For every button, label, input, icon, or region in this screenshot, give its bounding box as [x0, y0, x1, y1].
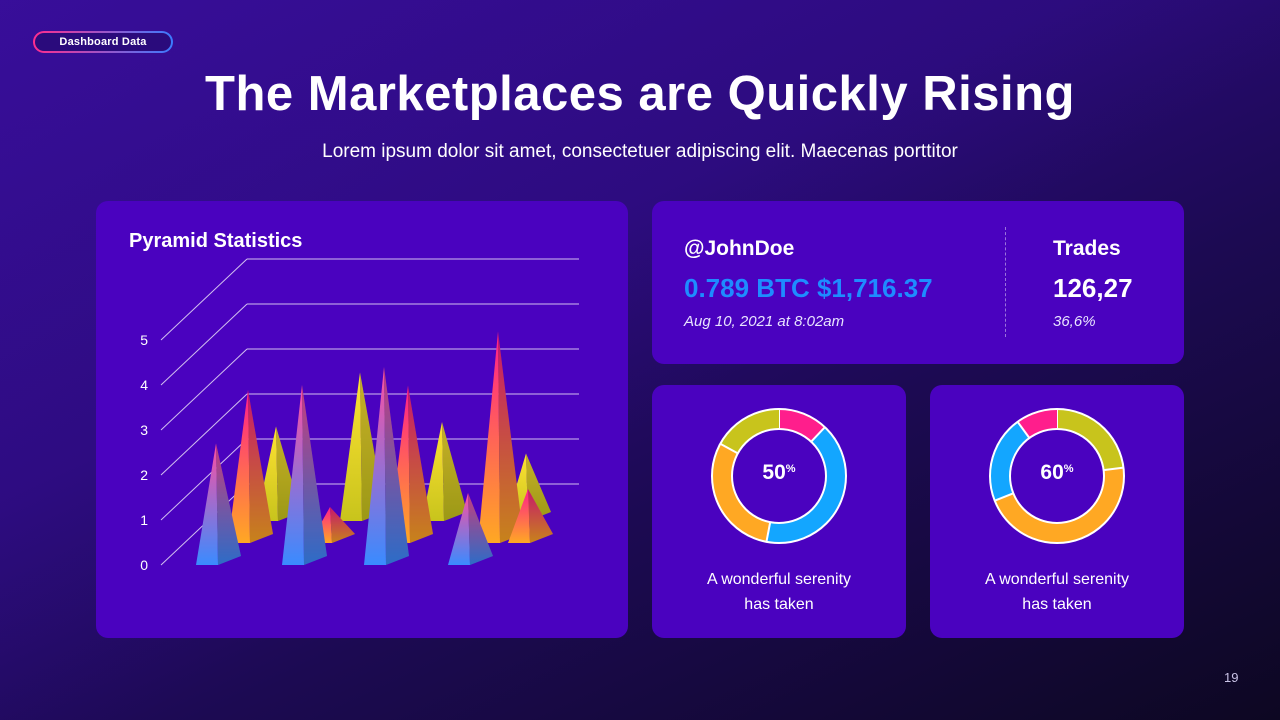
donut-chart-2: [989, 408, 1125, 544]
pyramid-front-3: [364, 367, 409, 565]
donut-segment: [994, 467, 1124, 543]
donut-separator: [719, 442, 739, 455]
pyramid-front-4: [448, 493, 493, 565]
pyramid-middle-1: [228, 390, 273, 543]
donut-inner-ring: [1009, 428, 1105, 524]
username: @JohnDoe: [684, 237, 795, 260]
pyramid-middle-3: [388, 385, 433, 543]
page-number: 19: [1224, 670, 1239, 685]
balance-date: Aug 10, 2021 at 8:02am: [684, 313, 845, 330]
grid-diagonal: [160, 258, 248, 341]
donut-inner-ring: [731, 428, 827, 524]
grid-diagonal: [160, 348, 248, 431]
chart-title: Pyramid Statistics: [129, 230, 303, 252]
donut-segment: [720, 409, 780, 454]
pyramid-statistics-card: Pyramid Statistics 0 1 2 3 4 5: [96, 201, 628, 638]
donut-segment: [990, 421, 1030, 501]
donut-2-percent: 60%: [1040, 461, 1074, 484]
donut-card-2: 60% A wonderful serenity has taken: [930, 385, 1184, 638]
donut-outer-ring: [711, 408, 847, 544]
page-title: The Marketplaces are Quickly Rising: [205, 67, 1075, 121]
pyramid-chart: 0 1 2 3 4 5: [140, 258, 579, 573]
trades-percent: 36,6%: [1053, 313, 1096, 330]
pyramid-middle-5: [508, 489, 553, 543]
trades-value: 126,27: [1053, 273, 1133, 303]
y-tick-label: 5: [140, 332, 148, 348]
page-subtitle: Lorem ipsum dolor sit amet, consectetuer…: [322, 141, 958, 162]
pyramid-front-1: [196, 443, 241, 565]
pyramid-back-3: [422, 422, 467, 521]
donut-segment: [778, 409, 825, 443]
donut-2-caption: A wonderful serenity has taken: [984, 571, 1130, 613]
donut-outer-ring: [989, 408, 1125, 544]
y-tick-label: 2: [140, 467, 148, 483]
wallet-card: @JohnDoe 0.789 BTC $1,716.37 Aug 10, 202…: [652, 201, 1184, 364]
donut-segment: [1056, 409, 1124, 471]
y-tick-label: 3: [140, 422, 148, 438]
grid-diagonal: [160, 303, 248, 386]
trades-label: Trades: [1053, 237, 1121, 260]
donut-separator: [810, 426, 826, 443]
section-tag: Dashboard Data: [33, 31, 173, 53]
y-tick-label: 4: [140, 377, 148, 393]
pyramid-front-2: [282, 385, 327, 565]
donut-separator: [1016, 421, 1031, 439]
y-tick-label: 0: [140, 557, 148, 573]
donut-segment: [712, 443, 771, 542]
donut-1-percent: 50%: [762, 461, 796, 484]
donut-separator: [1103, 466, 1124, 472]
donut-chart-1: [711, 408, 847, 544]
donut-segment: [1017, 409, 1058, 439]
donut-1-caption: A wonderful serenity has taken: [706, 571, 852, 613]
grid-diagonal: [160, 438, 248, 521]
divider: [1005, 227, 1006, 337]
donut-separator: [765, 521, 772, 543]
btc-balance: 0.789 BTC $1,716.37: [684, 273, 933, 303]
donut-card-1: 50% A wonderful serenity has taken: [652, 385, 906, 638]
donut-segment: [766, 427, 846, 543]
pyramid-middle-4: [478, 331, 523, 543]
y-tick-label: 1: [140, 512, 148, 528]
section-tag-label: Dashboard Data: [35, 33, 171, 51]
grid-diagonal: [160, 393, 248, 476]
donut-separator: [994, 492, 1014, 502]
